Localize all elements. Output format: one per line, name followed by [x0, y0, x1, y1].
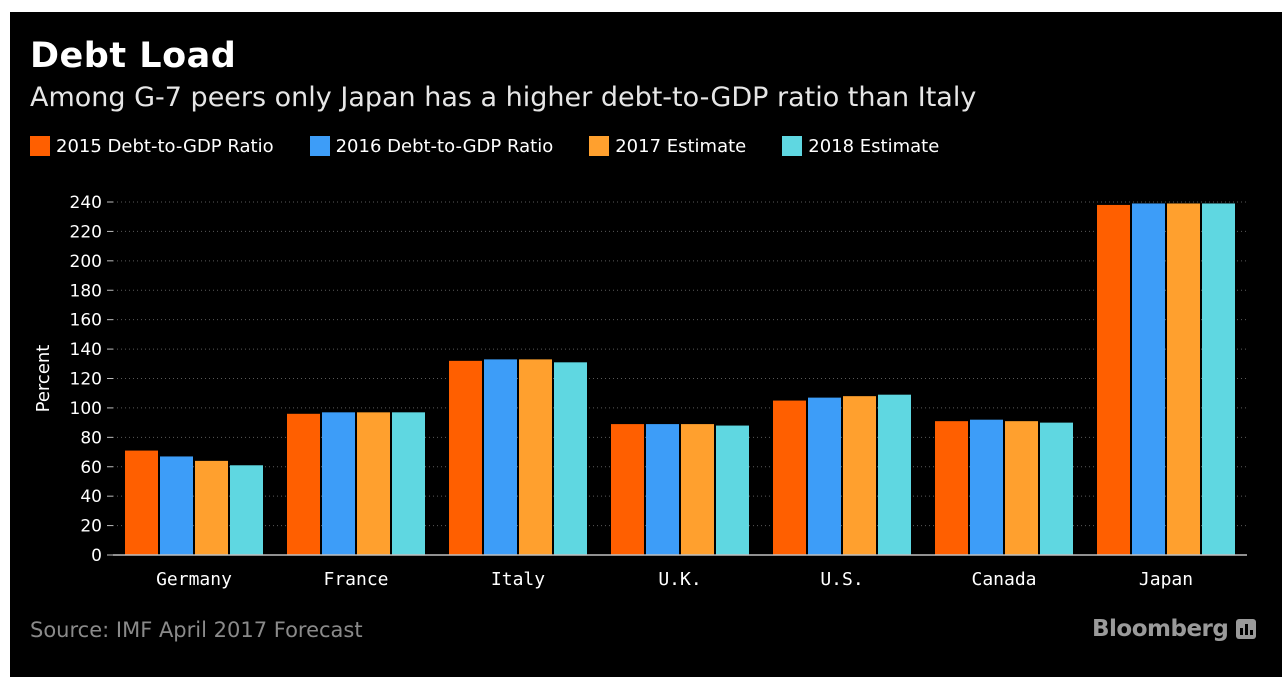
- gridlines: [113, 201, 1247, 527]
- bar: [357, 412, 390, 555]
- legend-item-2017: 2017 Estimate: [589, 136, 746, 157]
- bar: [287, 413, 320, 555]
- legend-swatch-2018: [782, 136, 803, 156]
- y-tick-label: 160: [70, 311, 102, 331]
- bar: [878, 394, 911, 555]
- y-tick-label: 100: [70, 399, 102, 419]
- bar: [1132, 203, 1165, 556]
- bar: [484, 359, 517, 555]
- legend-label-2017: 2017 Estimate: [615, 135, 747, 157]
- bar: [230, 465, 263, 555]
- y-tick-label: 120: [70, 370, 102, 390]
- y-tick-label: 80: [80, 428, 102, 448]
- legend-swatch-2017: [589, 136, 610, 156]
- bar: [195, 460, 228, 555]
- bar: [970, 419, 1003, 555]
- bar: [1005, 421, 1038, 555]
- bar: [773, 400, 806, 555]
- y-tick-label: 140: [70, 340, 102, 360]
- x-tick-label: U.K.: [658, 569, 701, 590]
- bar: [843, 396, 876, 555]
- bar: [449, 360, 482, 555]
- x-axis-ticks: Germany France Italy U.K. U.S. Canada Japan: [156, 569, 1193, 590]
- x-tick-label: Germany: [156, 569, 232, 590]
- y-tick-label: 0: [91, 546, 102, 566]
- bar: [1040, 422, 1073, 555]
- y-tick-label: 200: [70, 252, 102, 272]
- legend-swatch-2016: [309, 136, 330, 156]
- bars: [125, 203, 1235, 556]
- source-note: Source: IMF April 2017 Forecast: [30, 618, 363, 642]
- bar: [935, 421, 968, 555]
- chart-background: [10, 12, 1282, 677]
- legend: 2015 Debt-to-GDP Ratio 2016 Debt-to-GDP …: [30, 132, 975, 160]
- y-tick-label: 60: [80, 458, 102, 478]
- bar: [392, 412, 425, 555]
- bar: [808, 397, 841, 555]
- bar: [1167, 203, 1200, 556]
- legend-label-2018: 2018 Estimate: [808, 135, 940, 157]
- bar: [646, 424, 679, 555]
- y-tick-label: 20: [80, 517, 102, 537]
- legend-item-2018: 2018 Estimate: [782, 136, 939, 157]
- bar: [519, 359, 552, 555]
- brand-name: Bloomberg: [1092, 616, 1229, 642]
- legend-label-2016: 2016 Debt-to-GDP Ratio: [335, 135, 554, 157]
- bloomberg-chart-icon: [1236, 619, 1257, 639]
- chart-subtitle: Among G-7 peers only Japan has a higher …: [30, 82, 977, 113]
- bar: [716, 425, 749, 555]
- y-tick-label: 180: [70, 281, 102, 301]
- legend-swatch-2015: [30, 136, 50, 156]
- x-tick-label: France: [323, 569, 388, 590]
- x-tick-label: Canada: [971, 569, 1036, 590]
- bar: [125, 450, 158, 555]
- y-axis-ticks: 0 20 40 60 80 100 120 140 160 180 200 220 240: [70, 193, 113, 566]
- y-tick-label: 240: [70, 193, 102, 213]
- x-tick-label: Japan: [1139, 569, 1193, 590]
- y-axis-label: Percent: [33, 345, 54, 413]
- bar: [322, 412, 355, 555]
- x-tick-label: U.S.: [820, 569, 863, 590]
- legend-item-2016: 2016 Debt-to-GDP Ratio: [309, 135, 554, 157]
- brand: Bloomberg: [1092, 616, 1257, 642]
- bar: [611, 424, 644, 555]
- legend-label-2015: 2015 Debt-to-GDP Ratio: [56, 135, 274, 157]
- legend-item-2015: 2015 Debt-to-GDP Ratio: [30, 136, 274, 157]
- x-tick-label: Italy: [491, 569, 545, 590]
- bar: [1097, 204, 1130, 556]
- y-tick-label: 220: [70, 222, 102, 242]
- y-tick-label: 40: [80, 487, 102, 507]
- bar: [681, 424, 714, 555]
- bar: [1202, 203, 1235, 556]
- bar: [554, 362, 587, 555]
- bar: [160, 456, 193, 555]
- chart-title: Debt Load: [30, 36, 237, 76]
